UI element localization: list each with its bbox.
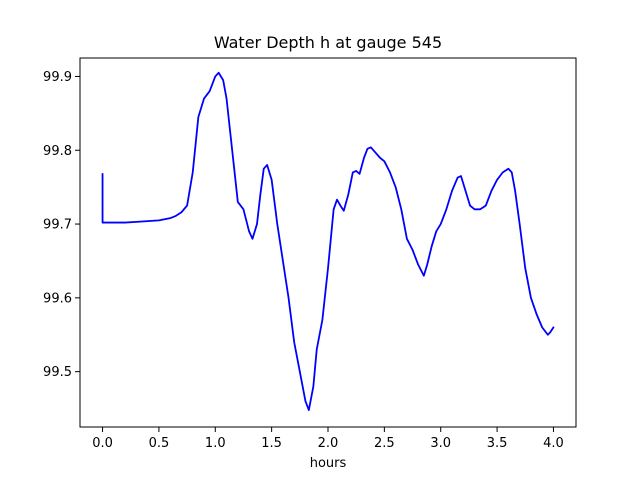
x-tick-label: 1.0 <box>205 436 226 451</box>
x-tick-label: 2.0 <box>318 436 339 451</box>
x-tick-label: 1.5 <box>261 436 282 451</box>
y-tick-label: 99.8 <box>43 144 72 159</box>
x-tick-label: 0.0 <box>92 436 113 451</box>
x-axis: 0.0 0.5 1.0 1.5 2.0 2.5 3.0 3.5 4.0 <box>92 427 564 451</box>
x-tick-label: 2.5 <box>374 436 395 451</box>
y-tick-label: 99.5 <box>43 365 72 380</box>
plot-area <box>79 57 577 428</box>
y-tick-label: 99.6 <box>43 291 72 306</box>
axes-background <box>80 58 576 427</box>
x-tick-label: 4.0 <box>543 436 564 451</box>
x-tick-label: 0.5 <box>149 436 170 451</box>
y-tick-label: 99.7 <box>43 218 72 233</box>
x-tick-label: 3.5 <box>487 436 508 451</box>
series-line <box>101 71 555 411</box>
chart-title: Water Depth h at gauge 545 <box>214 33 442 52</box>
x-tick-label: 3.0 <box>430 436 451 451</box>
y-axis: 99.5 99.6 99.7 99.8 99.9 <box>43 70 80 380</box>
y-tick-label: 99.9 <box>43 70 72 85</box>
x-axis-label: hours <box>310 456 347 471</box>
